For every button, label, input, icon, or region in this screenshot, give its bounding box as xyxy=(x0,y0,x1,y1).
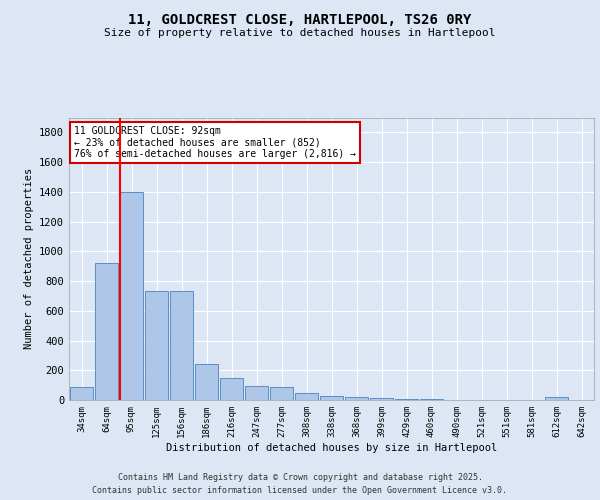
Bar xyxy=(545,397,568,400)
Bar xyxy=(370,398,393,400)
Bar xyxy=(220,378,243,400)
Bar xyxy=(345,397,368,400)
Text: Contains HM Land Registry data © Crown copyright and database right 2025.: Contains HM Land Registry data © Crown c… xyxy=(118,472,482,482)
Bar xyxy=(145,292,168,400)
Text: 11, GOLDCREST CLOSE, HARTLEPOOL, TS26 0RY: 11, GOLDCREST CLOSE, HARTLEPOOL, TS26 0R… xyxy=(128,12,472,26)
Bar xyxy=(95,263,118,400)
Bar xyxy=(270,386,293,400)
Text: Contains public sector information licensed under the Open Government Licence v3: Contains public sector information licen… xyxy=(92,486,508,495)
X-axis label: Distribution of detached houses by size in Hartlepool: Distribution of detached houses by size … xyxy=(166,442,497,452)
Bar xyxy=(320,396,343,400)
Text: 11 GOLDCREST CLOSE: 92sqm
← 23% of detached houses are smaller (852)
76% of semi: 11 GOLDCREST CLOSE: 92sqm ← 23% of detac… xyxy=(74,126,356,159)
Bar xyxy=(195,364,218,400)
Bar xyxy=(295,392,318,400)
Bar xyxy=(120,192,143,400)
Bar xyxy=(170,292,193,400)
Text: Size of property relative to detached houses in Hartlepool: Size of property relative to detached ho… xyxy=(104,28,496,38)
Bar xyxy=(70,388,93,400)
Y-axis label: Number of detached properties: Number of detached properties xyxy=(23,168,34,350)
Bar xyxy=(245,386,268,400)
